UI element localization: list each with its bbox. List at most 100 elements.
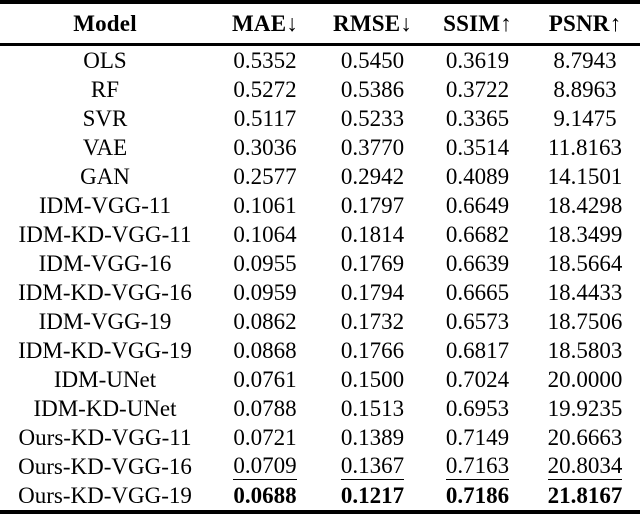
psnr-cell: 20.6663 bbox=[547, 424, 623, 450]
ssim-cell: 0.3514 bbox=[445, 134, 510, 160]
model-cell: OLS bbox=[83, 47, 127, 73]
mae-cell: 0.0761 bbox=[233, 366, 297, 392]
table-row: IDM-VGG-19 0.0862 0.1732 0.6573 18.7506 bbox=[0, 307, 640, 336]
mae-cell: 0.0788 bbox=[233, 395, 297, 421]
psnr-cell: 8.7943 bbox=[553, 47, 617, 73]
table-row: OLS 0.5352 0.5450 0.3619 8.7943 bbox=[0, 45, 640, 76]
mae-cell: 0.1064 bbox=[233, 221, 297, 247]
model-cell: IDM-UNet bbox=[53, 366, 157, 392]
col-header-rmse: RMSE↓ bbox=[320, 2, 425, 46]
model-cell: IDM-VGG-16 bbox=[38, 250, 172, 276]
paper-table-container: Model MAE↓ RMSE↓ SSIM↑ PSNR↑ OLS 0.5352 0.… bbox=[0, 0, 640, 514]
underlined-value: 0.1367 bbox=[340, 453, 405, 481]
mae-cell: 0.0862 bbox=[233, 308, 297, 334]
model-cell: SVR bbox=[82, 105, 128, 131]
rmse-cell: 0.1766 bbox=[340, 337, 405, 363]
underlined-value: 0.7163 bbox=[445, 453, 510, 481]
model-cell: IDM-KD-VGG-11 bbox=[18, 221, 192, 247]
rmse-cell: 0.1389 bbox=[340, 424, 405, 450]
col-header-model: Model bbox=[0, 2, 210, 46]
table-row: IDM-UNet 0.0761 0.1500 0.7024 20.0000 bbox=[0, 365, 640, 394]
mae-cell: 0.2577 bbox=[233, 163, 297, 189]
underlined-value: 20.8034 bbox=[547, 453, 623, 481]
psnr-cell: 18.5664 bbox=[547, 250, 623, 276]
ssim-cell: 0.6682 bbox=[445, 221, 510, 247]
psnr-cell: 18.7506 bbox=[547, 308, 623, 334]
table-body: OLS 0.5352 0.5450 0.3619 8.7943 RF 0.5272 0.538… bbox=[0, 45, 640, 513]
rmse-cell: 0.1367 bbox=[320, 452, 425, 481]
ssim-cell: 0.6649 bbox=[445, 192, 510, 218]
ssim-cell: 0.7186 bbox=[445, 482, 510, 508]
psnr-cell: 18.3499 bbox=[547, 221, 623, 247]
rmse-cell: 0.1794 bbox=[340, 279, 405, 305]
mae-cell: 0.5272 bbox=[233, 76, 297, 102]
rmse-cell: 0.5386 bbox=[340, 76, 405, 102]
mae-cell: 0.0868 bbox=[233, 337, 297, 363]
table-row: IDM-KD-VGG-16 0.0959 0.1794 0.6665 18.4433 bbox=[0, 278, 640, 307]
col-header-ssim: SSIM↑ bbox=[425, 2, 530, 46]
table-row: IDM-VGG-11 0.1061 0.1797 0.6649 18.4298 bbox=[0, 191, 640, 220]
table-row: IDM-KD-VGG-11 0.1064 0.1814 0.6682 18.3499 bbox=[0, 220, 640, 249]
model-cell: GAN bbox=[80, 163, 130, 189]
psnr-cell: 18.5803 bbox=[547, 337, 623, 363]
ssim-cell: 0.3722 bbox=[445, 76, 510, 102]
rmse-cell: 0.1513 bbox=[340, 395, 405, 421]
model-cell: IDM-VGG-19 bbox=[38, 308, 172, 334]
psnr-cell: 18.4298 bbox=[547, 192, 623, 218]
ssim-cell: 0.6573 bbox=[445, 308, 510, 334]
model-cell: RF bbox=[90, 76, 120, 102]
rmse-cell: 0.2942 bbox=[340, 163, 405, 189]
mae-cell: 0.0955 bbox=[233, 250, 297, 276]
mae-cell: 0.0959 bbox=[233, 279, 297, 305]
rmse-cell: 0.3770 bbox=[340, 134, 405, 160]
ssim-cell: 0.4089 bbox=[445, 163, 510, 189]
rmse-cell: 0.1814 bbox=[340, 221, 405, 247]
psnr-cell: 21.8167 bbox=[547, 482, 623, 508]
mae-cell: 0.0721 bbox=[233, 424, 297, 450]
psnr-cell: 9.1475 bbox=[553, 105, 617, 131]
model-cell: Ours-KD-VGG-11 bbox=[18, 424, 192, 450]
rmse-cell: 0.1769 bbox=[340, 250, 405, 276]
model-cell: IDM-KD-VGG-16 bbox=[18, 279, 192, 305]
psnr-cell: 14.1501 bbox=[547, 163, 623, 189]
table-row: Ours-KD-VGG-19 0.0688 0.1217 0.7186 21.8167 bbox=[0, 481, 640, 512]
mae-cell: 0.5117 bbox=[233, 105, 297, 131]
rmse-cell: 0.1217 bbox=[340, 482, 405, 508]
psnr-cell: 18.4433 bbox=[547, 279, 623, 305]
psnr-cell: 20.0000 bbox=[547, 366, 623, 392]
ssim-cell: 0.7163 bbox=[425, 452, 530, 481]
psnr-cell: 8.8963 bbox=[553, 76, 617, 102]
ssim-cell: 0.3619 bbox=[445, 47, 510, 73]
table-row: RF 0.5272 0.5386 0.3722 8.8963 bbox=[0, 75, 640, 104]
table-row: IDM-KD-UNet 0.0788 0.1513 0.6953 19.9235 bbox=[0, 394, 640, 423]
rmse-cell: 0.1732 bbox=[340, 308, 405, 334]
model-cell: IDM-VGG-11 bbox=[38, 192, 171, 218]
table-row: Ours-KD-VGG-11 0.0721 0.1389 0.7149 20.6663 bbox=[0, 423, 640, 452]
mae-cell: 0.0688 bbox=[233, 482, 297, 508]
underlined-value: 0.0709 bbox=[233, 453, 297, 481]
table-row: SVR 0.5117 0.5233 0.3365 9.1475 bbox=[0, 104, 640, 133]
results-table: Model MAE↓ RMSE↓ SSIM↑ PSNR↑ OLS 0.5352 0.… bbox=[0, 0, 640, 514]
ssim-cell: 0.7024 bbox=[445, 366, 510, 392]
ssim-cell: 0.3365 bbox=[445, 105, 510, 131]
model-cell: Ours-KD-VGG-16 bbox=[18, 453, 192, 479]
rmse-cell: 0.1500 bbox=[340, 366, 405, 392]
model-cell: VAE bbox=[82, 134, 128, 160]
table-row: IDM-VGG-16 0.0955 0.1769 0.6639 18.5664 bbox=[0, 249, 640, 278]
ssim-cell: 0.6953 bbox=[445, 395, 510, 421]
ssim-cell: 0.6639 bbox=[445, 250, 510, 276]
col-header-mae: MAE↓ bbox=[210, 2, 320, 46]
mae-cell: 0.0709 bbox=[210, 452, 320, 481]
ssim-cell: 0.7149 bbox=[445, 424, 510, 450]
mae-cell: 0.5352 bbox=[233, 47, 297, 73]
table-row: VAE 0.3036 0.3770 0.3514 11.8163 bbox=[0, 133, 640, 162]
mae-cell: 0.1061 bbox=[233, 192, 297, 218]
rmse-cell: 0.5450 bbox=[340, 47, 405, 73]
mae-cell: 0.3036 bbox=[233, 134, 297, 160]
ssim-cell: 0.6817 bbox=[445, 337, 510, 363]
col-header-psnr: PSNR↑ bbox=[530, 2, 640, 46]
model-cell: IDM-KD-UNet bbox=[33, 395, 177, 421]
psnr-cell: 20.8034 bbox=[530, 452, 640, 481]
header-row: Model MAE↓ RMSE↓ SSIM↑ PSNR↑ bbox=[0, 2, 640, 46]
table-row: Ours-KD-VGG-16 0.0709 0.1367 0.7163 20.8034 bbox=[0, 452, 640, 481]
